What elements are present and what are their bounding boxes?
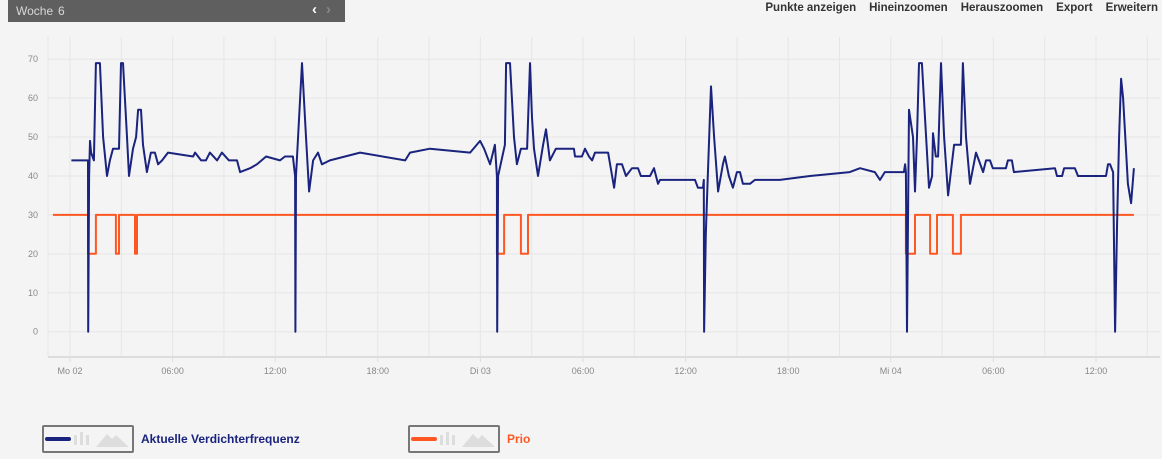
series-line-verdichterfrequenz (71, 62, 1135, 333)
line-style-icon (45, 432, 129, 447)
zoom-out-button[interactable]: Herauszoomen (960, 2, 1044, 14)
week-label: Woche (16, 4, 54, 18)
x-tick-label: 18:00 (777, 366, 800, 376)
x-tick-label: 06:00 (572, 366, 595, 376)
x-tick-label: 12:00 (264, 366, 287, 376)
week-selector: Woche 6 ‹ › (8, 0, 345, 22)
x-tick-label: 18:00 (367, 366, 390, 376)
y-tick-label: 50 (28, 132, 38, 142)
y-tick-label: 20 (28, 249, 38, 259)
x-tick-label: 06:00 (161, 366, 184, 376)
legend-label: Prio (507, 432, 531, 446)
x-tick-label: Mi 04 (880, 366, 902, 376)
y-tick-label: 60 (28, 93, 38, 103)
x-tick-label: 06:00 (982, 366, 1005, 376)
show-points-button[interactable]: Punkte anzeigen (765, 2, 857, 14)
y-tick-label: 30 (28, 210, 38, 220)
line-style-icon (411, 432, 495, 447)
chevron-left-icon[interactable]: ‹ (312, 1, 317, 18)
export-button[interactable]: Export (1056, 2, 1093, 14)
series-style-toggle[interactable] (42, 425, 134, 453)
x-tick-label: 12:00 (674, 366, 697, 376)
series-style-toggle[interactable] (408, 425, 500, 453)
legend-label: Aktuelle Verdichterfrequenz (141, 432, 300, 446)
y-tick-label: 0 (33, 327, 38, 337)
legend-item-verdichterfrequenz[interactable]: Aktuelle Verdichterfrequenz (42, 425, 300, 453)
x-tick-label: Di 03 (470, 366, 491, 376)
week-number: 6 (58, 4, 65, 18)
y-tick-label: 10 (28, 288, 38, 298)
x-tick-label: 12:00 (1085, 366, 1108, 376)
legend-item-prio[interactable]: Prio (408, 425, 530, 453)
y-tick-label: 70 (28, 54, 38, 64)
zoom-in-button[interactable]: Hineinzoomen (869, 2, 948, 14)
chart-menu: Punkte anzeigen Hineinzoomen Herauszoome… (765, 2, 1158, 14)
expand-button[interactable]: Erweitern (1105, 2, 1158, 14)
y-tick-label: 40 (28, 171, 38, 181)
x-tick-label: Mo 02 (57, 366, 82, 376)
line-chart: 0 10 20 30 40 50 60 70 Mo 02 06:00 12:00 18:00 Di 03… (28, 37, 1160, 376)
chevron-right-icon[interactable]: › (326, 1, 331, 18)
series-line-prio (52, 213, 1134, 255)
